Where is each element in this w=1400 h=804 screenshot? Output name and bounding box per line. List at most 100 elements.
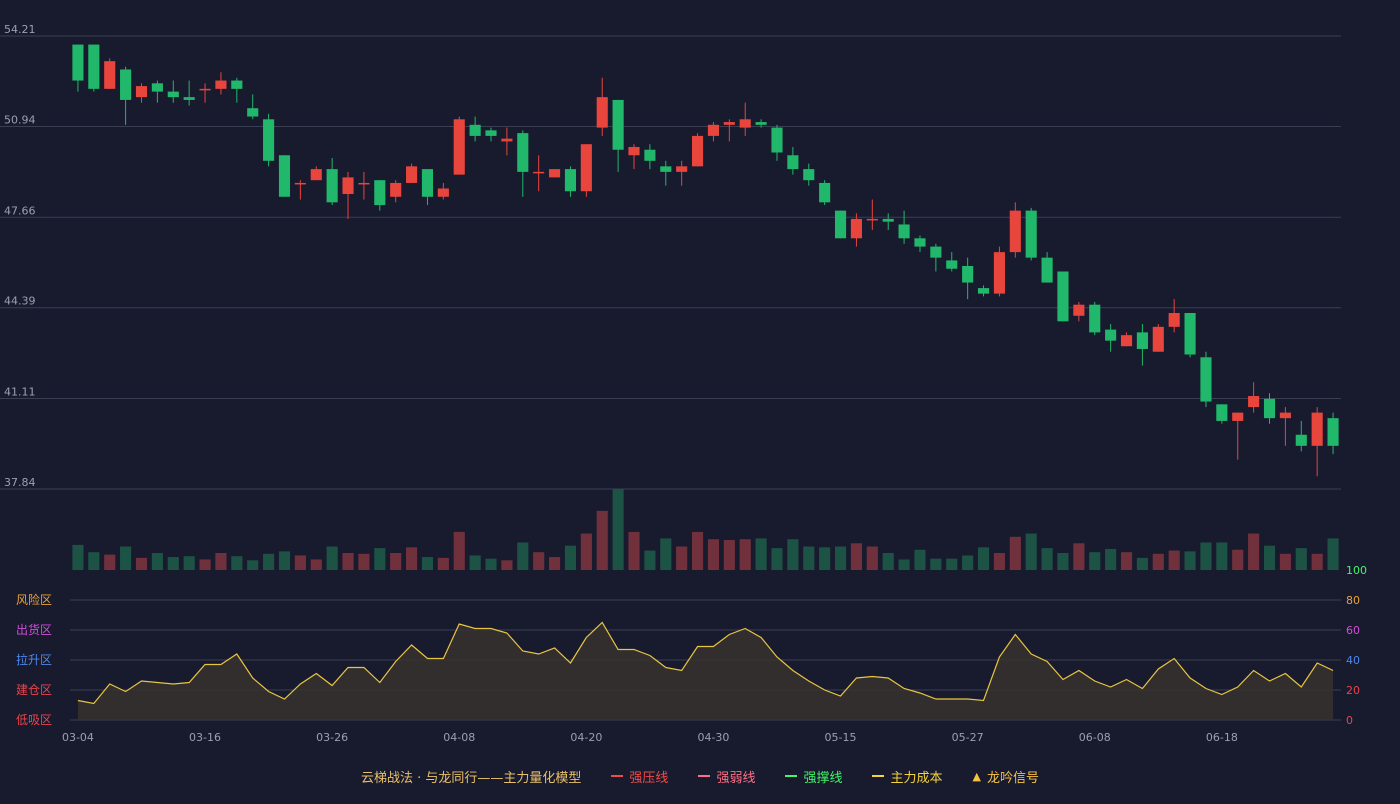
candle-body [231,80,243,89]
volume-bar [151,552,163,570]
legend-label: 龙吟信号 [986,770,1039,786]
volume-bar [390,552,402,570]
volume-bar [946,558,958,570]
volume-bar [1136,557,1148,570]
candle-body [1263,398,1276,419]
volume-bar [644,550,656,570]
candle-body [1120,335,1133,347]
price-tick-label: 54.21 [4,23,36,36]
legend-item-strong-pressure[interactable]: 强压线 [611,767,668,786]
volume-bar [263,553,275,570]
legend-item-dragon-signal[interactable]: ▲ 龙吟信号 [972,767,1038,786]
volume-bar [755,538,767,570]
volume-bar [1279,553,1291,570]
candle-body [612,99,624,150]
volume-bar [914,549,926,570]
candle-body [596,97,608,128]
volume-bar [88,552,100,570]
legend-label: 强撑线 [803,770,843,786]
volume-bar [739,539,751,570]
legend-line-swatch [611,775,624,777]
date-tick-label: 03-26 [316,731,348,744]
volume-bar [231,556,243,570]
legend-dash-swatch [872,775,885,777]
zone-label: 拉升区 [16,652,52,667]
candle-body [533,171,545,174]
volume-bar [120,546,132,570]
candle-body [914,238,926,247]
score-tick-label: 60 [1346,624,1360,637]
legend-item-strong-support[interactable]: 强撑线 [785,767,842,786]
volume-bars [72,489,1339,570]
candle-body [294,182,306,185]
volume-bar [850,543,862,570]
volume-bar [72,544,84,570]
legend-item-main-cost[interactable]: 主力成本 [872,767,942,786]
candle-body [1184,313,1196,355]
volume-bar [1089,552,1101,570]
candle-body [358,182,370,185]
volume-bar [771,548,783,570]
candle-body [676,166,688,172]
date-tick-label: 04-30 [697,731,729,744]
volume-bar [1041,548,1053,570]
candle-body [882,218,894,222]
score-tick-label: 20 [1346,684,1360,697]
date-tick-label: 06-18 [1206,731,1238,744]
candle-body [1200,357,1212,402]
volume-bar [342,552,354,570]
volume-bar [1200,542,1212,570]
candle-body [326,169,338,203]
price-tick-label: 44.39 [4,295,36,308]
candle-body [1152,326,1164,352]
candle-body [977,288,990,294]
volume-bar [1311,553,1323,570]
volume-bar [691,531,704,570]
legend-label: 强弱线 [716,770,756,786]
candle-body [469,124,481,136]
volume-bar [596,510,608,570]
volume-bar [803,546,815,570]
candle-body [1105,329,1117,341]
candle-body [120,69,132,100]
volume-bar [453,531,465,570]
price-tick-label: 41.11 [4,386,36,399]
candle-body [167,91,179,98]
volume-bar [278,551,291,570]
candle-body [787,155,799,170]
candle-body [691,135,704,167]
candle-body [819,182,831,203]
date-tick-label: 04-20 [570,731,602,744]
legend-label: 主力成本 [890,770,943,786]
volume-bar [1248,533,1260,570]
axis-labels: 54.21 50.94 47.66 44.39 41.11 37.84 100 80 60 40 2… [4,23,1367,744]
score-tick-label: 100 [1346,564,1367,577]
candle-body [898,224,910,239]
volume-bar [962,555,974,570]
volume-bar [1057,552,1069,570]
candle-body [215,80,227,89]
grid-lines [0,35,1341,721]
volume-bar [1120,552,1133,570]
price-tick-label: 37.84 [4,476,36,489]
candle-body [1248,396,1260,408]
candle-body [1311,412,1323,446]
volume-bar [310,559,322,570]
volume-bar [1263,545,1276,570]
candle-body [660,166,672,172]
score-tick-label: 0 [1346,714,1353,727]
candle-body [1216,404,1228,421]
candle-body [1168,313,1180,327]
legend-item-strength-line[interactable]: 强弱线 [698,767,755,786]
candle-body [374,180,386,206]
volume-bar [358,553,370,570]
volume-bar [1025,533,1037,570]
volume-bar [437,557,449,570]
candle-body [1073,304,1085,316]
score-tick-label: 80 [1346,594,1360,607]
zone-label: 出货区 [16,622,52,637]
candle-body [390,182,402,197]
candle-body [1089,304,1101,333]
